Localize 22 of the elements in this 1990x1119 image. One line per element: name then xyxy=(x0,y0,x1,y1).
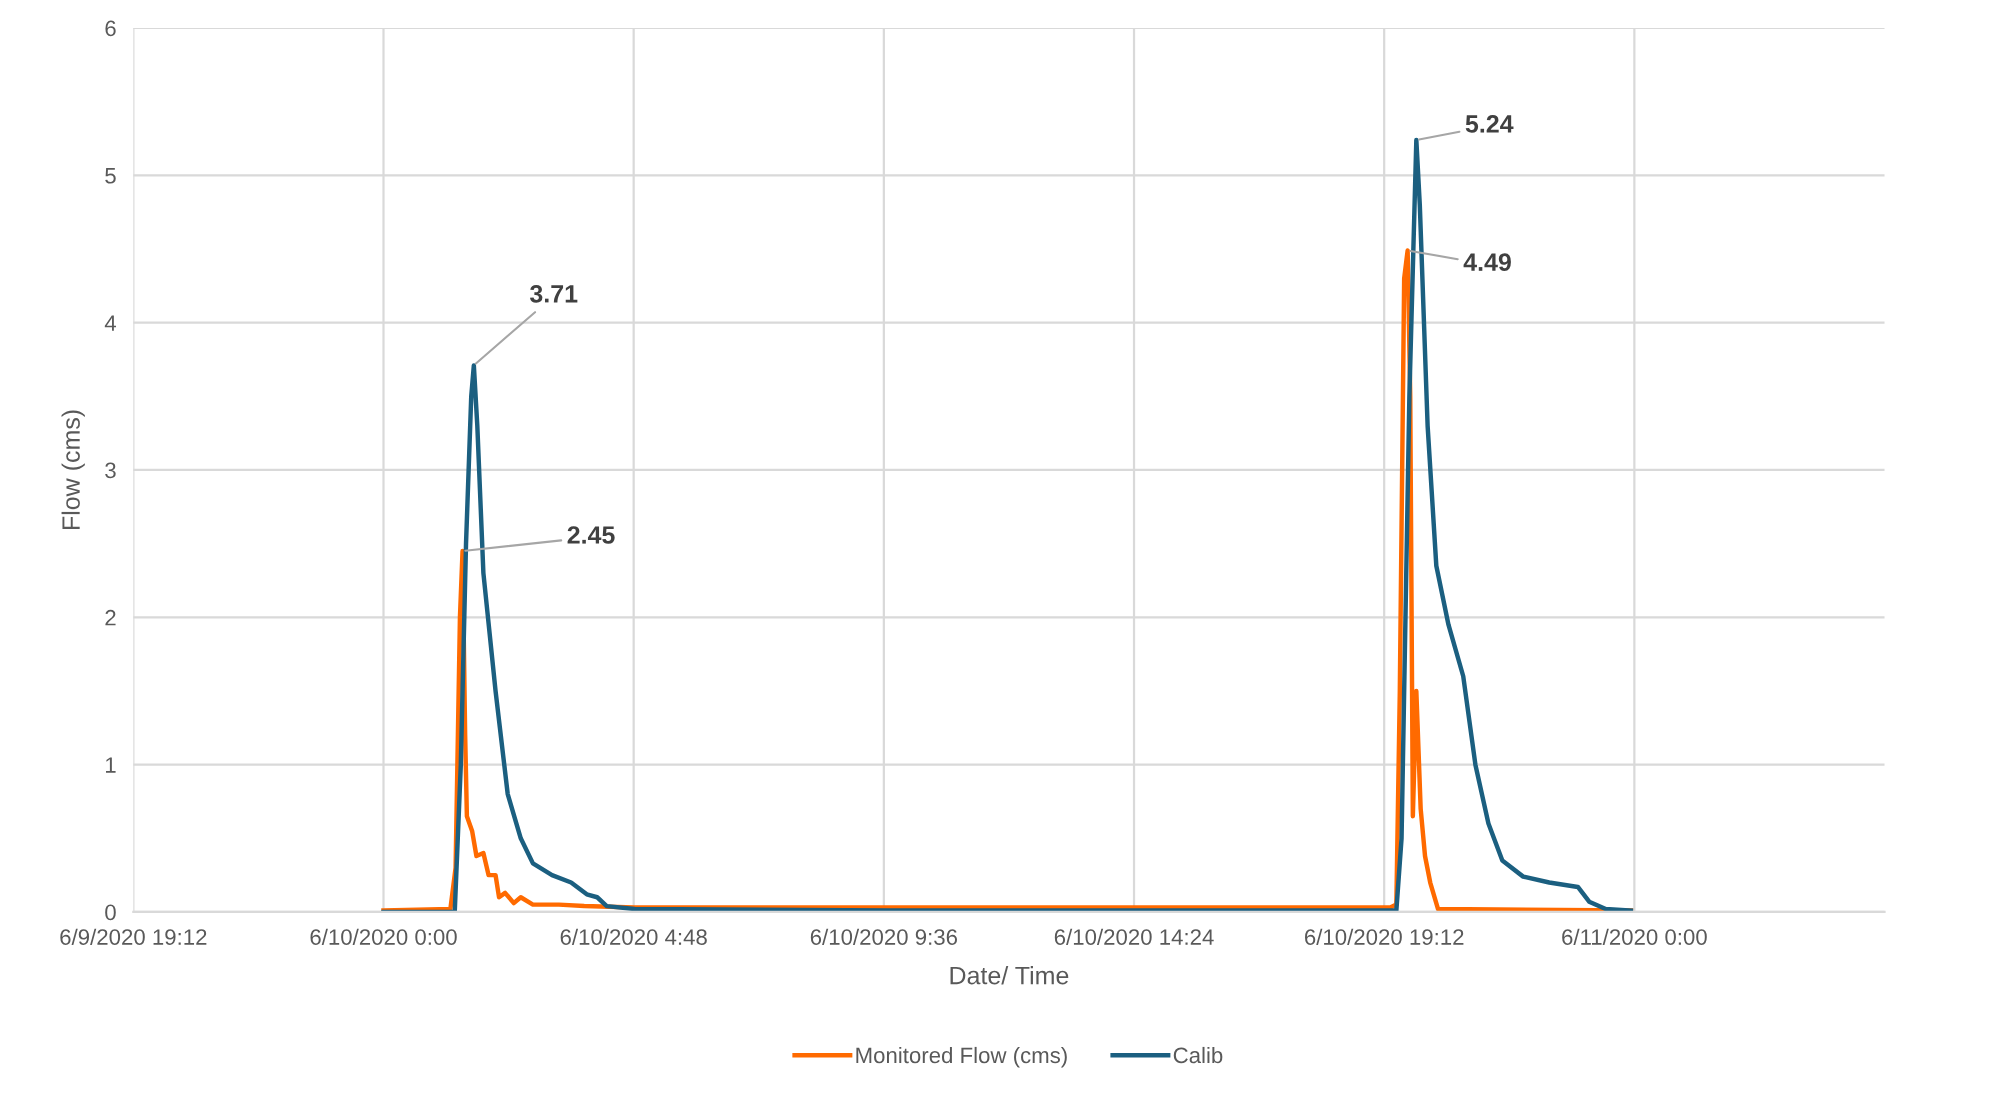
y-tick-label: 0 xyxy=(105,904,116,921)
x-tick-label: 6/10/2020 9:36 xyxy=(810,928,958,945)
y-tick-label: 6 xyxy=(105,20,116,37)
annotation: 4.49 xyxy=(1463,253,1511,272)
annotation: 5.24 xyxy=(1465,115,1514,133)
x-tick-label: 6/10/2020 4:48 xyxy=(560,928,707,945)
legend-label: Calib xyxy=(1173,1046,1223,1064)
legend-label: Monitored Flow (cms) xyxy=(856,1046,1067,1068)
y-tick-label: 2 xyxy=(105,609,116,626)
x-axis-title: Date/ Time xyxy=(950,966,1069,985)
y-tick-label: 3 xyxy=(105,462,116,479)
y-tick-label: 5 xyxy=(105,168,116,184)
y-axis-title: Flow (cms) xyxy=(61,410,85,530)
annotation: 3.71 xyxy=(529,284,578,303)
x-tick-label: 6/9/2020 19:12 xyxy=(60,928,207,945)
x-tick-label: 6/11/2020 0:00 xyxy=(1562,928,1707,945)
y-tick-label: 1 xyxy=(106,757,116,773)
y-tick-label: 4 xyxy=(104,315,117,331)
x-tick-label: 6/10/2020 14:24 xyxy=(1054,928,1214,945)
x-tick-label: 6/10/2020 0:00 xyxy=(310,928,457,945)
x-tick-label: 6/10/2020 19:12 xyxy=(1305,928,1464,945)
annotation: 2.45 xyxy=(567,526,615,544)
